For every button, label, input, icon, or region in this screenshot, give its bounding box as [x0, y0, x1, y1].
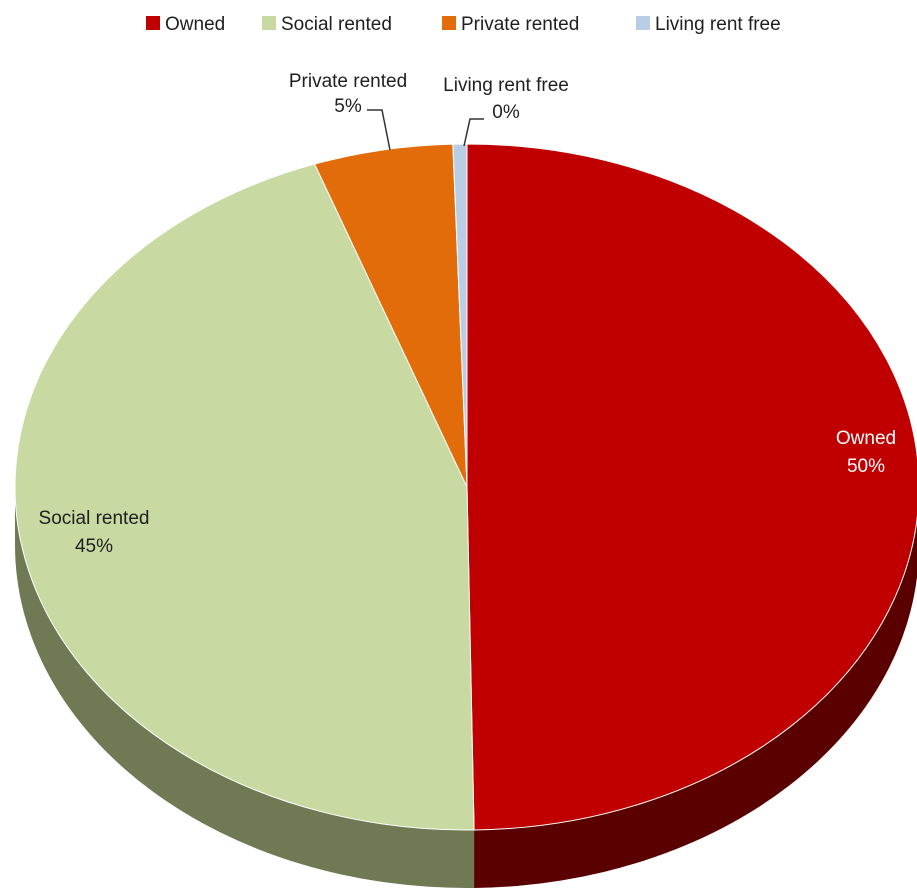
- pie-slice-social-rented: [14, 163, 475, 831]
- legend-label-private-rented: Private rented: [461, 14, 579, 35]
- data-label-private-rented-name: Private rented: [289, 71, 407, 92]
- legend-label-owned: Owned: [165, 14, 225, 35]
- legend-item-owned: Owned: [146, 14, 225, 35]
- leader-line-private-rented: [367, 109, 391, 151]
- legend-swatch-social-rented: [262, 16, 276, 30]
- pie-side-social-rented: [15, 487, 475, 889]
- legend-item-private-rented: Private rented: [442, 14, 579, 35]
- legend-label-living-rent-free: Living rent free: [655, 14, 781, 35]
- data-label-social-rented-name: Social rented: [39, 508, 150, 529]
- data-label-social-rented-value: 45%: [75, 536, 113, 557]
- pie-sides: [15, 487, 917, 889]
- pie-slice-living-rent-free: [452, 143, 468, 488]
- legend: Owned Social rented Private rented Livin…: [146, 14, 781, 35]
- data-label-private-rented-value: 5%: [334, 96, 362, 117]
- data-label-owned-value: 50%: [847, 456, 885, 477]
- data-label-living-rent-free-value: 0%: [492, 102, 520, 123]
- leader-lines: [367, 109, 484, 151]
- pie-slice-owned: [466, 143, 917, 831]
- legend-swatch-private-rented: [442, 16, 456, 30]
- legend-item-living-rent-free: Living rent free: [636, 14, 781, 35]
- data-label-living-rent-free-name: Living rent free: [443, 75, 569, 96]
- legend-swatch-owned: [146, 16, 160, 30]
- legend-swatch-living-rent-free: [636, 16, 650, 30]
- pie-side-owned: [474, 518, 917, 888]
- data-labels: Owned 50% Social rented 45% Private rent…: [39, 71, 897, 557]
- leader-line-living-rent-free: [463, 118, 484, 147]
- legend-item-social-rented: Social rented: [262, 14, 392, 35]
- pie-top: [14, 143, 917, 831]
- legend-label-social-rented: Social rented: [281, 14, 392, 35]
- data-label-owned-name: Owned: [836, 428, 896, 449]
